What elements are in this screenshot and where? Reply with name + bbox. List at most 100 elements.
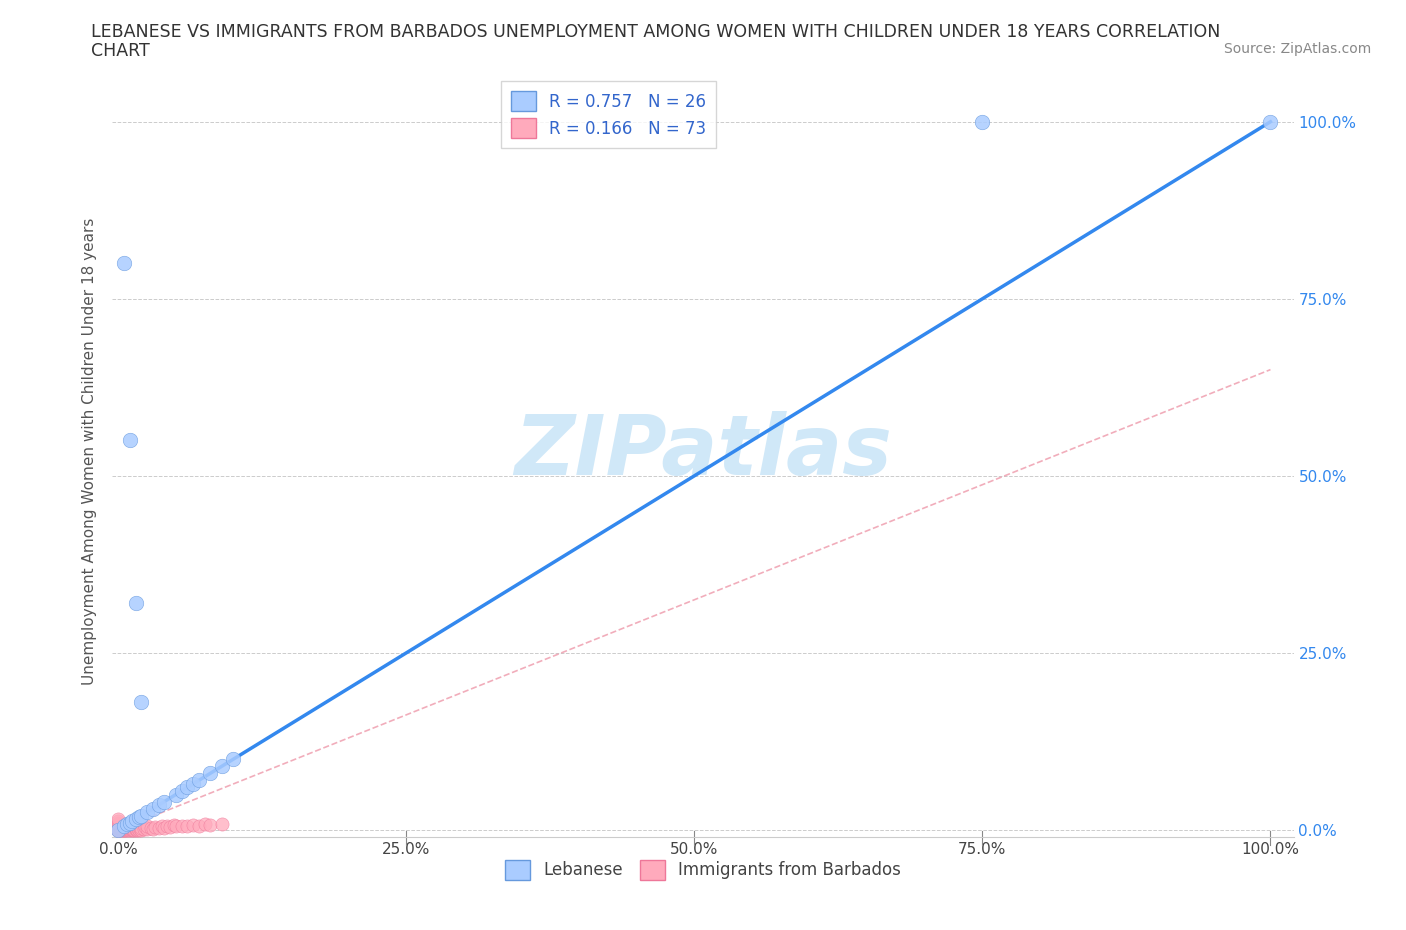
Point (111, 821, 134, 836)
Point (107, 814, 129, 829)
Point (118, 816, 141, 830)
Point (107, 820, 129, 835)
Point (142, 821, 165, 836)
Point (148, 798, 170, 813)
Point (118, 822, 141, 837)
Point (121, 822, 143, 837)
Point (142, 802, 165, 817)
Point (124, 596, 146, 611)
Point (112, 256, 135, 271)
Point (125, 822, 148, 837)
Point (211, 759, 233, 774)
Point (129, 822, 152, 837)
Point (112, 820, 135, 835)
Point (114, 821, 136, 836)
Point (107, 819, 129, 834)
Point (176, 819, 198, 834)
Text: ZIPatlas: ZIPatlas (515, 410, 891, 492)
Point (165, 787, 187, 802)
Point (159, 819, 181, 834)
Point (143, 819, 166, 834)
Point (107, 822, 129, 837)
Point (153, 820, 176, 835)
Point (211, 817, 233, 831)
Point (124, 812, 146, 827)
Point (122, 822, 145, 837)
Point (181, 817, 204, 832)
Point (117, 822, 139, 837)
Point (132, 821, 155, 836)
Point (111, 822, 134, 837)
Point (107, 819, 129, 834)
Point (107, 821, 129, 836)
Point (107, 822, 129, 837)
Point (165, 819, 187, 834)
Point (156, 818, 179, 833)
Point (118, 433, 141, 448)
Point (118, 821, 141, 836)
Point (107, 822, 129, 837)
Point (150, 819, 173, 834)
Point (115, 821, 138, 836)
Point (117, 821, 139, 836)
Legend: Lebanese, Immigrants from Barbados: Lebanese, Immigrants from Barbados (498, 853, 908, 886)
Y-axis label: Unemployment Among Women with Children Under 18 years: Unemployment Among Women with Children U… (82, 218, 97, 684)
Point (136, 821, 159, 836)
Point (117, 822, 139, 837)
Point (114, 822, 136, 837)
Point (122, 820, 145, 835)
Point (134, 819, 156, 834)
Text: Source: ZipAtlas.com: Source: ZipAtlas.com (1223, 42, 1371, 56)
Point (124, 821, 146, 836)
Point (107, 819, 129, 834)
Point (121, 821, 143, 836)
Point (129, 808, 152, 823)
Point (972, 114, 994, 129)
Point (127, 821, 149, 836)
Point (112, 822, 135, 837)
Point (129, 820, 152, 835)
Point (107, 822, 129, 837)
Point (107, 820, 129, 835)
Point (139, 820, 162, 835)
Point (112, 819, 135, 834)
Point (129, 821, 152, 836)
Point (136, 819, 159, 834)
Point (117, 820, 139, 835)
Point (194, 817, 217, 831)
Point (107, 817, 129, 831)
Point (107, 812, 129, 827)
Point (187, 773, 209, 788)
Point (200, 765, 222, 780)
Point (222, 751, 245, 766)
Point (136, 804, 159, 819)
Point (107, 818, 129, 833)
Point (162, 817, 184, 832)
Point (200, 817, 222, 832)
Text: CHART: CHART (91, 42, 150, 60)
Point (121, 814, 143, 829)
Point (148, 820, 170, 835)
Point (129, 695, 152, 710)
Point (110, 821, 132, 836)
Point (107, 822, 129, 837)
Point (110, 822, 132, 837)
Point (187, 818, 209, 833)
Point (1260, 114, 1282, 129)
Point (117, 817, 139, 831)
Point (115, 822, 138, 837)
Point (170, 818, 193, 833)
Point (153, 794, 176, 809)
Point (107, 822, 129, 837)
Point (107, 819, 129, 834)
Point (170, 784, 193, 799)
Point (107, 816, 129, 830)
Point (107, 821, 129, 836)
Point (124, 822, 146, 837)
Point (107, 817, 129, 831)
Point (181, 777, 204, 791)
Point (118, 819, 141, 834)
Point (111, 822, 134, 837)
Point (111, 821, 134, 836)
Point (128, 810, 150, 825)
